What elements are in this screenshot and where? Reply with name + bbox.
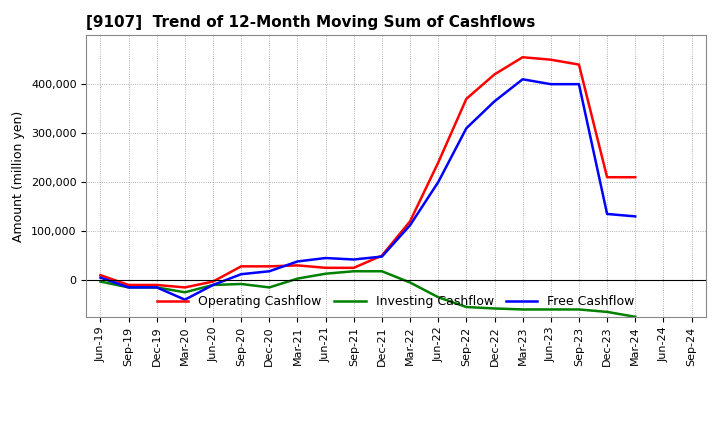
Operating Cashflow [237,264,246,269]
Investing Cashflow [434,294,443,300]
Operating Cashflow [406,219,415,224]
Operating Cashflow [546,57,555,62]
Free Cashflow [518,77,527,82]
Operating Cashflow [575,62,583,67]
Free Cashflow [153,285,161,290]
Investing Cashflow [546,307,555,312]
Investing Cashflow [490,306,499,311]
Free Cashflow [237,271,246,277]
Free Cashflow [377,254,386,259]
Y-axis label: Amount (million yen): Amount (million yen) [12,110,25,242]
Operating Cashflow [181,285,189,290]
Free Cashflow [631,214,639,219]
Operating Cashflow [209,279,217,284]
Investing Cashflow [349,268,358,274]
Investing Cashflow [462,304,471,310]
Operating Cashflow [518,55,527,60]
Free Cashflow [603,211,611,216]
Free Cashflow [265,268,274,274]
Investing Cashflow [603,309,611,315]
Operating Cashflow [349,265,358,271]
Line: Investing Cashflow: Investing Cashflow [101,271,635,317]
Free Cashflow [125,285,133,290]
Investing Cashflow [293,276,302,281]
Operating Cashflow [293,263,302,268]
Operating Cashflow [462,96,471,102]
Investing Cashflow [181,290,189,295]
Operating Cashflow [96,272,105,278]
Free Cashflow [462,125,471,131]
Operating Cashflow [265,264,274,269]
Free Cashflow [96,275,105,280]
Operating Cashflow [490,72,499,77]
Operating Cashflow [631,175,639,180]
Investing Cashflow [96,279,105,284]
Investing Cashflow [377,268,386,274]
Legend: Operating Cashflow, Investing Cashflow, Free Cashflow: Operating Cashflow, Investing Cashflow, … [152,290,640,313]
Operating Cashflow [321,265,330,271]
Line: Operating Cashflow: Operating Cashflow [101,57,635,287]
Investing Cashflow [321,271,330,276]
Operating Cashflow [603,175,611,180]
Operating Cashflow [153,282,161,288]
Line: Free Cashflow: Free Cashflow [101,79,635,300]
Investing Cashflow [209,282,217,288]
Free Cashflow [181,297,189,302]
Text: [9107]  Trend of 12-Month Moving Sum of Cashflows: [9107] Trend of 12-Month Moving Sum of C… [86,15,536,30]
Free Cashflow [321,255,330,260]
Investing Cashflow [265,285,274,290]
Free Cashflow [209,282,217,288]
Free Cashflow [490,99,499,104]
Investing Cashflow [406,280,415,285]
Operating Cashflow [434,160,443,165]
Investing Cashflow [575,307,583,312]
Investing Cashflow [153,285,161,290]
Investing Cashflow [237,281,246,286]
Investing Cashflow [518,307,527,312]
Investing Cashflow [125,285,133,290]
Free Cashflow [434,180,443,185]
Free Cashflow [575,81,583,87]
Free Cashflow [406,223,415,228]
Operating Cashflow [377,253,386,258]
Operating Cashflow [125,282,133,288]
Investing Cashflow [631,314,639,319]
Free Cashflow [546,81,555,87]
Free Cashflow [293,259,302,264]
Free Cashflow [349,257,358,262]
